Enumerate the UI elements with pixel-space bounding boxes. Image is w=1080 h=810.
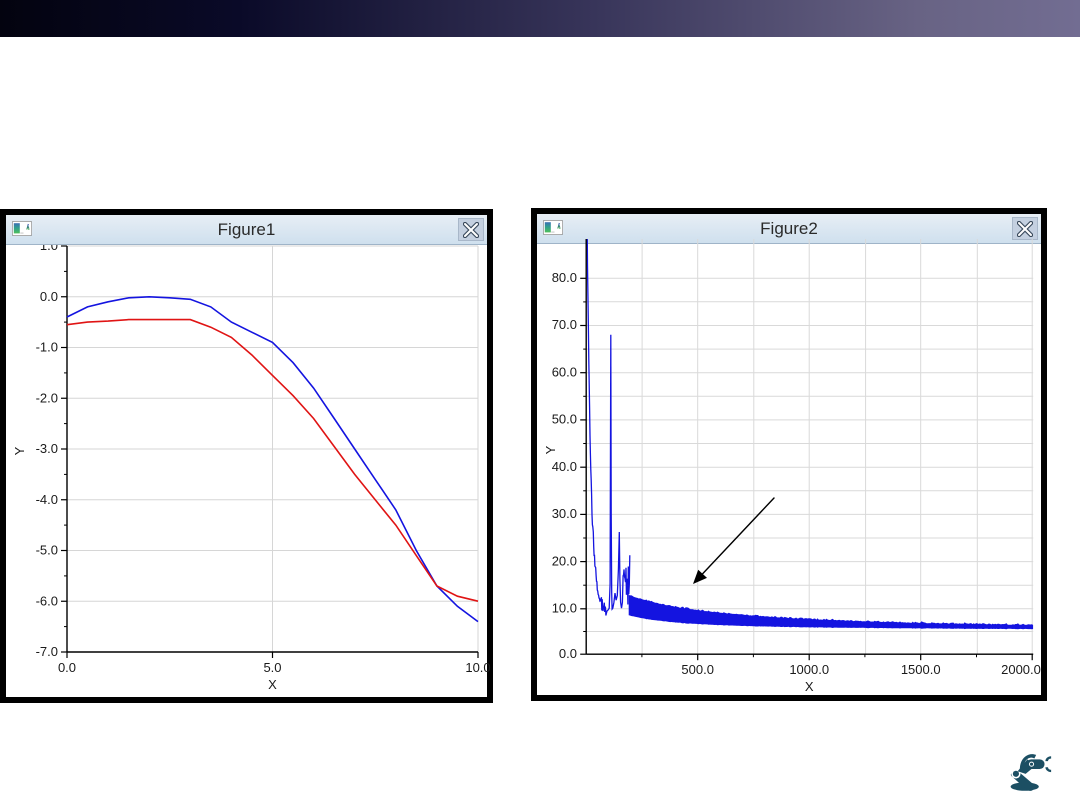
svg-text:10.0: 10.0	[465, 660, 490, 675]
svg-text:-2.0: -2.0	[36, 390, 58, 405]
svg-text:-7.0: -7.0	[36, 644, 58, 659]
svg-text:1.0: 1.0	[40, 245, 58, 253]
svg-text:0.0: 0.0	[559, 646, 577, 661]
svg-text:50.0: 50.0	[552, 412, 577, 427]
svg-text:2000.0: 2000.0	[1001, 662, 1041, 677]
svg-text:-4.0: -4.0	[36, 492, 58, 507]
svg-text:500.0: 500.0	[681, 662, 714, 677]
svg-text:20.0: 20.0	[552, 553, 577, 568]
svg-text:0.0: 0.0	[58, 660, 76, 675]
svg-text:40.0: 40.0	[552, 459, 577, 474]
svg-text:X: X	[268, 677, 277, 692]
svg-text:1000.0: 1000.0	[789, 662, 829, 677]
svg-text:1500.0: 1500.0	[901, 662, 941, 677]
svg-text:-1.0: -1.0	[36, 340, 58, 355]
svg-text:60.0: 60.0	[552, 364, 577, 379]
svg-text:-3.0: -3.0	[36, 441, 58, 456]
svg-text:-6.0: -6.0	[36, 593, 58, 608]
svg-text:5.0: 5.0	[263, 660, 281, 675]
svg-text:Y: Y	[12, 446, 27, 455]
svg-text:0.0: 0.0	[40, 289, 58, 304]
svg-text:10.0: 10.0	[552, 601, 577, 616]
svg-text:Y: Y	[543, 445, 558, 454]
svg-text:X: X	[805, 679, 814, 694]
svg-text:30.0: 30.0	[552, 506, 577, 521]
svg-text:80.0: 80.0	[552, 270, 577, 285]
svg-text:-5.0: -5.0	[36, 543, 58, 558]
svg-text:70.0: 70.0	[552, 317, 577, 332]
